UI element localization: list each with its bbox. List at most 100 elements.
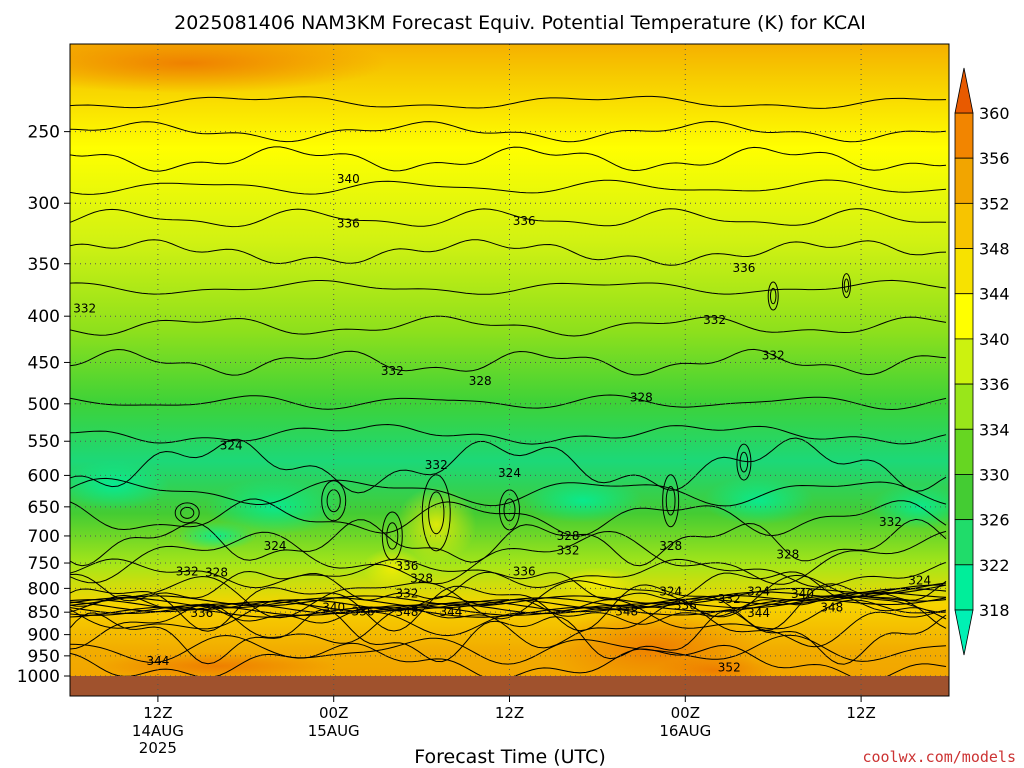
contour-line <box>70 609 947 665</box>
closed-contour <box>841 273 851 299</box>
contour-line <box>70 146 947 172</box>
closed-contour <box>665 485 676 516</box>
contour-line <box>70 239 947 266</box>
colorbar-label: 326 <box>979 511 1010 530</box>
cool-pocket <box>869 484 949 529</box>
colorbar-box <box>954 202 974 249</box>
y-tick-label: 700 <box>28 527 60 547</box>
colorbar-label: 340 <box>979 330 1010 349</box>
ground-band <box>70 676 949 696</box>
contour-label: 340 <box>322 601 345 615</box>
contour-label: 324 <box>264 539 287 553</box>
x-axis-title: Forecast Time (UTC) <box>414 746 605 768</box>
closed-contour <box>174 502 200 524</box>
contour-label: 336 <box>513 564 536 578</box>
contour-label: 336 <box>674 599 697 613</box>
contour-label: 336 <box>337 217 360 231</box>
contour-line <box>70 599 947 637</box>
colorbar-label: 330 <box>979 465 1010 484</box>
colorbar-label: 360 <box>979 104 1010 123</box>
y-tick-label: 550 <box>28 432 60 452</box>
contour-label: 332 <box>879 515 902 529</box>
closed-contour <box>503 498 516 522</box>
colorbar-extend-high <box>954 67 974 114</box>
contour-line <box>70 558 947 589</box>
y-tick-label: 450 <box>28 353 60 373</box>
colorbar-label: 348 <box>979 240 1010 259</box>
closed-contour <box>843 278 850 293</box>
contour-label: 336 <box>513 214 536 228</box>
contour-label: 324 <box>747 584 770 598</box>
contour-label: 340 <box>791 587 814 601</box>
contour-label: 328 <box>659 539 682 553</box>
chart-title: 2025081406 NAM3KM Forecast Equiv. Potent… <box>174 12 866 34</box>
x-tick-label: 12Z <box>143 704 172 722</box>
contour-label: 336 <box>190 606 213 620</box>
watermark: coolwx.com/models <box>862 748 1016 766</box>
contour-line <box>70 518 947 567</box>
y-tick-label: 400 <box>28 307 60 327</box>
contour-label: 336 <box>352 604 375 618</box>
contour-line <box>70 315 947 337</box>
contour-label: 348 <box>615 604 638 618</box>
colorbar-box <box>954 338 974 385</box>
closed-contour <box>739 451 749 473</box>
colorbar-extend-low <box>954 609 974 656</box>
frontal-contour <box>70 582 947 609</box>
contour-line <box>70 394 947 411</box>
y-tick-label: 500 <box>28 395 60 415</box>
contour-line <box>70 574 947 620</box>
cool-pocket <box>70 460 169 511</box>
frontal-contour <box>70 584 947 611</box>
colorbar: 318 322 326 330 334 336 340 344 348 352 356 360 <box>954 67 1010 656</box>
contour-label: 332 <box>395 586 418 600</box>
contour-label: 324 <box>220 438 243 452</box>
hot-pocket <box>96 652 337 681</box>
contour-label: 344 <box>439 605 462 619</box>
hot-pocket <box>70 44 388 94</box>
contour-lines <box>70 95 947 682</box>
contour-label: 344 <box>747 606 770 620</box>
contour-label: 336 <box>395 559 418 573</box>
contour-label: 332 <box>703 313 726 327</box>
contour-line <box>70 498 947 537</box>
colorbar-box <box>954 564 974 611</box>
closed-contour <box>421 474 451 552</box>
contour-label: 348 <box>395 605 418 619</box>
colorbar-box <box>954 293 974 340</box>
y-tick-label: 350 <box>28 255 60 275</box>
colorbar-box <box>954 112 974 159</box>
y-tick-label: 850 <box>28 603 60 623</box>
x-tick-label: 00Z <box>671 704 700 722</box>
y-tick-label: 900 <box>28 626 60 646</box>
colorbar-label: 344 <box>979 285 1010 304</box>
colorbar-box <box>954 474 974 521</box>
contour-line <box>70 437 947 494</box>
colorbar-label: 334 <box>979 420 1010 439</box>
contour-label: 324 <box>659 584 682 598</box>
contour-line <box>70 423 947 445</box>
contour-line <box>70 634 947 665</box>
colorbar-box <box>954 157 974 204</box>
contour-label: 348 <box>820 601 843 615</box>
contour-label: 332 <box>762 348 785 362</box>
x-tick-label: 12Z <box>846 704 875 722</box>
y-tick-label: 650 <box>28 498 60 518</box>
frontal-contour <box>70 591 947 615</box>
colorbar-label: 318 <box>979 601 1010 620</box>
closed-contour <box>767 281 779 311</box>
x-tick-sublabel: 2025 <box>139 739 177 757</box>
colorbar-box <box>954 383 974 430</box>
y-tick-label: 800 <box>28 579 60 599</box>
contour-label: 324 <box>498 466 521 480</box>
frontal-contour <box>70 597 947 618</box>
contour-line <box>70 348 947 376</box>
grid-lines <box>70 44 949 696</box>
x-tick-label: 00Z <box>319 704 348 722</box>
contour-label: 328 <box>557 529 580 543</box>
warm-pocket <box>396 486 477 563</box>
x-tick-sublabel: 16AUG <box>659 722 711 740</box>
contour-label: 332 <box>425 458 448 472</box>
